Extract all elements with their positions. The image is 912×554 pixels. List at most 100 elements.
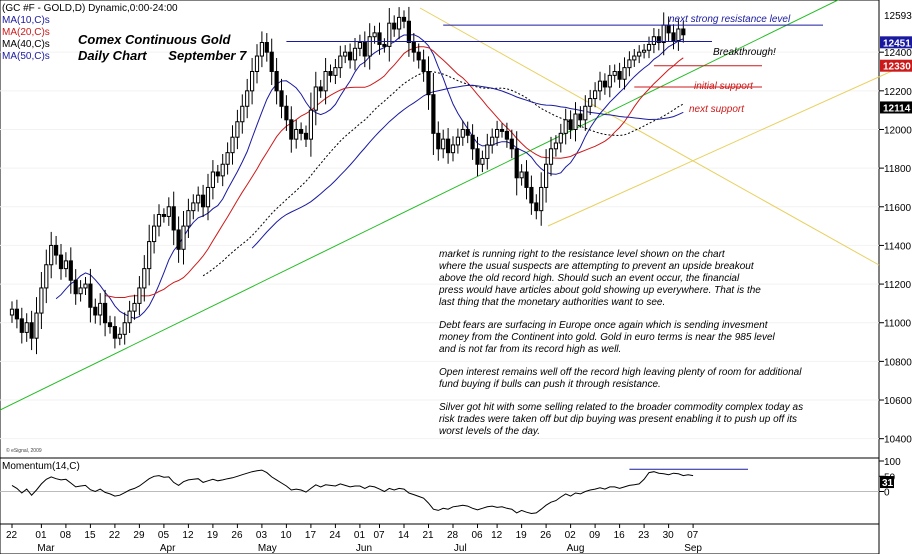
date-tick-label: 30 — [663, 530, 675, 541]
candle-body — [352, 47, 358, 61]
candle — [147, 224, 152, 286]
candle-body — [524, 171, 529, 188]
candle — [529, 175, 534, 215]
candle — [397, 7, 402, 40]
candle-body — [573, 113, 578, 130]
candle — [284, 95, 289, 131]
candle — [245, 78, 250, 119]
ma20-line — [105, 46, 684, 298]
candle-body — [338, 55, 343, 69]
candle-body — [548, 148, 554, 165]
candle-body — [264, 42, 269, 53]
candle-body — [460, 128, 465, 138]
ma10-legend: MA(10,C)s — [2, 15, 50, 26]
commentary-line: press would have articles about gold sho… — [438, 285, 761, 296]
candle — [416, 43, 421, 69]
candle-body — [367, 36, 372, 57]
candle-body — [205, 186, 211, 208]
candle-body — [465, 128, 470, 136]
candle — [83, 277, 88, 295]
green-trend-line — [0, 0, 840, 411]
candle-body — [225, 152, 230, 165]
candle — [269, 38, 274, 86]
candle-body — [181, 225, 186, 250]
price-tick-label: 11200 — [884, 280, 912, 291]
candle — [142, 255, 147, 302]
candle — [573, 102, 578, 142]
candle — [460, 120, 465, 146]
candle — [499, 123, 505, 138]
ma50-line — [251, 84, 684, 249]
candle-body — [607, 74, 612, 88]
candle-body — [318, 86, 323, 92]
momentum-line — [11, 469, 694, 515]
price-marker-label: 12330 — [883, 62, 911, 73]
candle-body — [152, 225, 157, 243]
candle — [455, 128, 460, 154]
candle — [372, 25, 377, 44]
candle — [117, 327, 122, 346]
candle-body — [446, 138, 451, 154]
candle-body — [622, 67, 627, 80]
momentum-current-label: 31 — [882, 478, 894, 489]
candle — [323, 57, 328, 105]
ma50-legend: MA(50,C)s — [2, 51, 50, 62]
candle — [14, 299, 20, 329]
candle — [279, 78, 284, 119]
candle — [308, 92, 313, 157]
candle — [250, 57, 255, 105]
candle-body — [240, 105, 245, 123]
candle — [127, 300, 132, 334]
candle — [401, 10, 407, 29]
candle-body — [441, 138, 446, 150]
candle — [294, 120, 299, 149]
candle-body — [201, 194, 206, 208]
initial-support-annotation: initial support — [694, 81, 754, 92]
candle — [58, 243, 64, 280]
commentary-line: market is running right to the resistanc… — [439, 249, 726, 260]
candle-body — [230, 136, 235, 154]
next-support-annotation: next support — [689, 104, 745, 115]
price-top-label: 12593 — [884, 11, 912, 22]
candle — [230, 125, 235, 165]
candle-body — [646, 43, 652, 51]
candle — [220, 153, 225, 187]
price-panel-frame — [0, 0, 880, 459]
momentum-indicator: 10050031 — [0, 457, 901, 515]
date-tick-label: 15 — [84, 530, 96, 541]
candle-body — [220, 163, 225, 177]
candle — [68, 247, 73, 294]
candle-body — [215, 171, 220, 177]
candle — [602, 73, 607, 95]
date-tick-label: 02 — [565, 530, 577, 541]
candle-body — [147, 241, 152, 270]
candle — [122, 312, 127, 345]
candle-body — [470, 134, 475, 150]
candle — [152, 214, 157, 254]
breakthrough-annotation: Breakthrough! — [713, 47, 776, 58]
candle — [436, 121, 441, 161]
candle-body — [387, 22, 392, 47]
candle-body — [166, 206, 171, 217]
candle-body — [107, 322, 113, 328]
price-marker-box — [880, 101, 912, 114]
candle-body — [73, 279, 78, 295]
date-tick-label: 01 — [354, 530, 366, 541]
commentary-line: worst levels of the day. — [439, 426, 540, 437]
candle — [299, 122, 304, 141]
candle-body — [499, 128, 505, 132]
candle — [495, 120, 500, 146]
date-tick-label: 07 — [687, 530, 699, 541]
candle-body — [117, 333, 122, 339]
candle — [485, 133, 490, 170]
ma20-legend: MA(20,C)s — [2, 27, 50, 38]
candle-body — [406, 20, 411, 44]
yellow-channel-upper — [419, 7, 880, 266]
candle-body — [539, 186, 544, 212]
candle — [348, 43, 353, 69]
next-resistance-annotation: next strong resistance level — [669, 14, 791, 25]
candle-body — [343, 51, 348, 57]
candle — [181, 210, 186, 265]
chart-title-line2: Daily Chart September 7 — [78, 48, 247, 63]
candle-body — [39, 287, 44, 314]
